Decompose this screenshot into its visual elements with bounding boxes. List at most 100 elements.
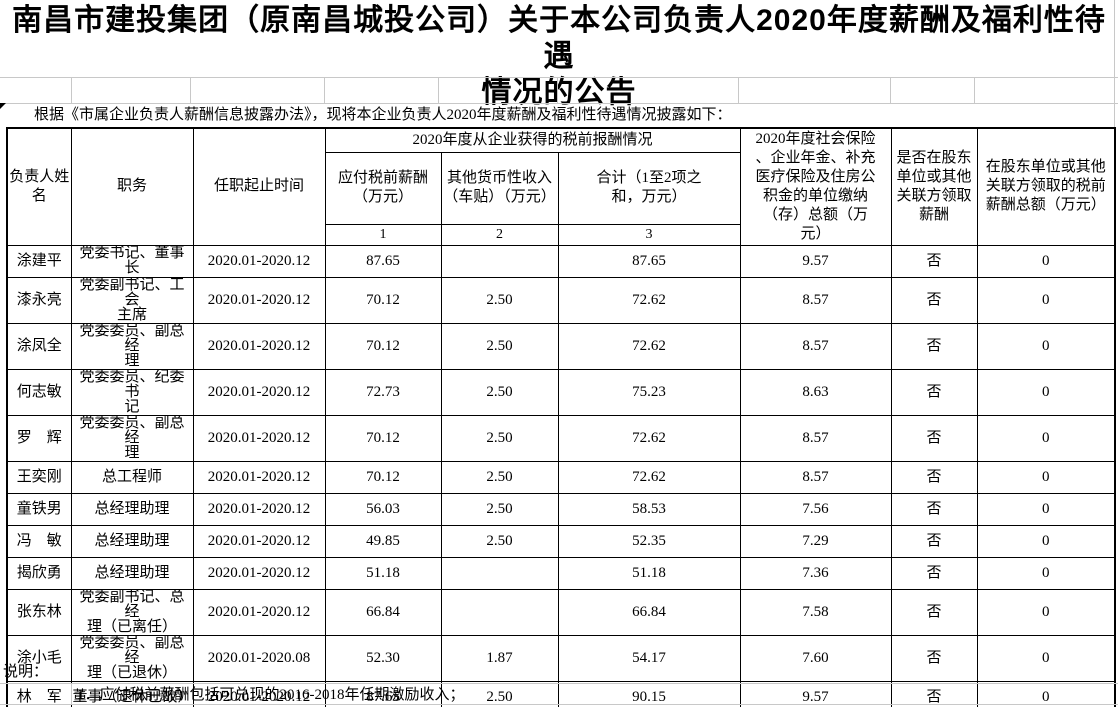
cell-term: 2020.01-2020.12: [192, 322, 326, 370]
header-col-number-1: 1: [324, 223, 442, 246]
cell-position: 党委委员、纪委书 记: [70, 368, 194, 416]
cell-salary: 72.73: [324, 368, 442, 416]
header-name: 负责人姓 名: [6, 127, 72, 246]
cell-related: 否: [890, 634, 978, 682]
cell-name: 揭欣勇: [6, 556, 72, 590]
cell-related-amount: 0: [976, 244, 1116, 278]
cell-related-amount: 0: [976, 556, 1116, 590]
cell-term: 2020.01-2020.08: [192, 634, 326, 682]
cell-other-income: [440, 588, 559, 636]
cell-salary: 49.85: [324, 524, 442, 558]
cell-total: 72.62: [557, 276, 741, 324]
cell-total: 90.15: [557, 680, 741, 707]
cell-related-amount: 0: [976, 588, 1116, 636]
cell-term: 2020.01-2020.12: [192, 524, 326, 558]
cell-name: 张东林: [6, 588, 72, 636]
header-other-income: 其他货币性收入 （车贴）（万元）: [440, 151, 559, 225]
header-position: 职务: [70, 127, 194, 246]
header-term: 任职起止时间: [192, 127, 326, 246]
cell-other-income: 2.50: [440, 680, 559, 707]
cell-insurance: 8.57: [739, 460, 892, 494]
grid-vline: [557, 77, 558, 103]
cell-name: 林 军: [6, 680, 72, 707]
cell-insurance: 7.58: [739, 588, 892, 636]
cell-insurance: 8.57: [739, 322, 892, 370]
cell-salary: 52.30: [324, 634, 442, 682]
header-row-sub: 应付税前薪酬 （万元） 其他货币性收入 （车贴）（万元） 合计（1至2项之 和，…: [7, 151, 1115, 225]
cell-related: 否: [890, 414, 978, 462]
cell-name: 涂建平: [6, 244, 72, 278]
cell-term: 2020.01-2020.12: [192, 556, 326, 590]
table-row: 涂小毛 党委委员、副总经 理（已退休） 2020.01-2020.08 52.30 1.…: [6, 634, 1116, 682]
cell-name: 漆永亮: [6, 276, 72, 324]
table-row: 揭欣勇 总经理助理 2020.01-2020.12 51.18 51.18 7.36 否 0: [6, 556, 1116, 590]
cell-related-amount: 0: [976, 492, 1116, 526]
table-row: 漆永亮 党委副书记、工会 主席 2020.01-2020.12 70.12 2.50 72…: [6, 276, 1116, 324]
cell-position: 总经理助理: [70, 556, 194, 590]
table-row: 何志敏 党委委员、纪委书 记 2020.01-2020.12 72.73 2.50 75.…: [6, 368, 1116, 416]
cell-name: 涂凤全: [6, 322, 72, 370]
cell-total: 72.62: [557, 460, 741, 494]
grid-hline: [0, 704, 1118, 705]
cell-term: 2020.01-2020.12: [192, 460, 326, 494]
note-item: 1．应付税前薪酬包括可兑现的2016-2018年任期激励收入；: [77, 687, 465, 703]
cell-related: 否: [890, 556, 978, 590]
cell-related: 否: [890, 368, 978, 416]
cell-related: 否: [890, 524, 978, 558]
cell-position: 总经理助理: [70, 524, 194, 558]
grid-hline: [0, 683, 1118, 684]
grid-vline: [190, 77, 191, 103]
cell-position: 总工程师: [70, 460, 194, 494]
cell-other-income: [440, 556, 559, 590]
table-row: 涂建平 党委书记、董事长 2020.01-2020.12 87.65 87.65 9.57…: [6, 244, 1116, 278]
cell-position: 党委委员、副总经 理: [70, 414, 194, 462]
cell-position: 党委副书记、总经 理（已离任）: [70, 588, 194, 636]
cell-position: 董事（退休已故）: [70, 680, 194, 707]
cell-insurance: 7.60: [739, 634, 892, 682]
header-col-number-3: 3: [557, 223, 741, 246]
cell-total: 52.35: [557, 524, 741, 558]
cell-salary: 70.12: [324, 414, 442, 462]
cell-salary: 70.12: [324, 460, 442, 494]
cell-total: 66.84: [557, 588, 741, 636]
grid-vline: [890, 77, 891, 103]
cell-related: 否: [890, 244, 978, 278]
table-row: 冯 敏总经理助理 2020.01-2020.12 49.85 2.50 52.35 7.2…: [6, 524, 1116, 558]
cell-position: 党委副书记、工会 主席: [70, 276, 194, 324]
cell-term: 2020.01-2020.12: [192, 492, 326, 526]
cell-related-amount: 0: [976, 460, 1116, 494]
cell-total: 87.65: [557, 244, 741, 278]
grid-vline: [438, 77, 439, 103]
salary-table: 负责人姓 名 职务 任职起止时间 2020年度从企业获得的税前报酬情况 2020…: [6, 127, 1117, 707]
cell-other-income: [440, 244, 559, 278]
cell-other-income: 2.50: [440, 276, 559, 324]
cell-term: 2020.01-2020.12: [192, 680, 326, 707]
cell-salary: 70.12: [324, 322, 442, 370]
cell-salary: 87.65: [324, 680, 442, 707]
table-row: 张东林 党委副书记、总经 理（已离任） 2020.01-2020.12 66.84 66…: [6, 588, 1116, 636]
cell-salary: 51.18: [324, 556, 442, 590]
cell-other-income: 2.50: [440, 368, 559, 416]
table-row: 童铁男 总经理助理 2020.01-2020.12 56.03 2.50 58.53 7.5…: [6, 492, 1116, 526]
header-salary: 应付税前薪酬 （万元）: [324, 151, 442, 225]
cell-related-amount: 0: [976, 634, 1116, 682]
cell-position: 党委委员、副总经 理（已退休）: [70, 634, 194, 682]
cell-total: 54.17: [557, 634, 741, 682]
cell-total: 51.18: [557, 556, 741, 590]
cell-other-income: 2.50: [440, 322, 559, 370]
grid-vline: [1114, 0, 1115, 127]
grid-vline: [738, 77, 739, 103]
cell-other-income: 1.87: [440, 634, 559, 682]
cell-total: 75.23: [557, 368, 741, 416]
cell-term: 2020.01-2020.12: [192, 368, 326, 416]
header-insurance: 2020年度社会保险 、企业年金、补充 医疗保险及住房公 积金的单位缴纳 （存）…: [739, 127, 892, 246]
cell-name: 罗 辉: [6, 414, 72, 462]
grid-vline: [71, 683, 72, 704]
header-related-amount: 在股东单位或其他 关联方领取的税前 薪酬总额（万元）: [976, 127, 1116, 246]
cell-insurance: 7.56: [739, 492, 892, 526]
cell-total: 58.53: [557, 492, 741, 526]
intro-text: 根据《市属企业负责人薪酬信息披露办法》，现将本企业负责人2020年度薪酬及福利性…: [34, 107, 732, 123]
cell-corner-mark: [0, 103, 6, 109]
page-title: 南昌市建投集团（原南昌城投公司）关于本公司负责人2020年度薪酬及福利性待遇 情…: [12, 4, 1106, 109]
